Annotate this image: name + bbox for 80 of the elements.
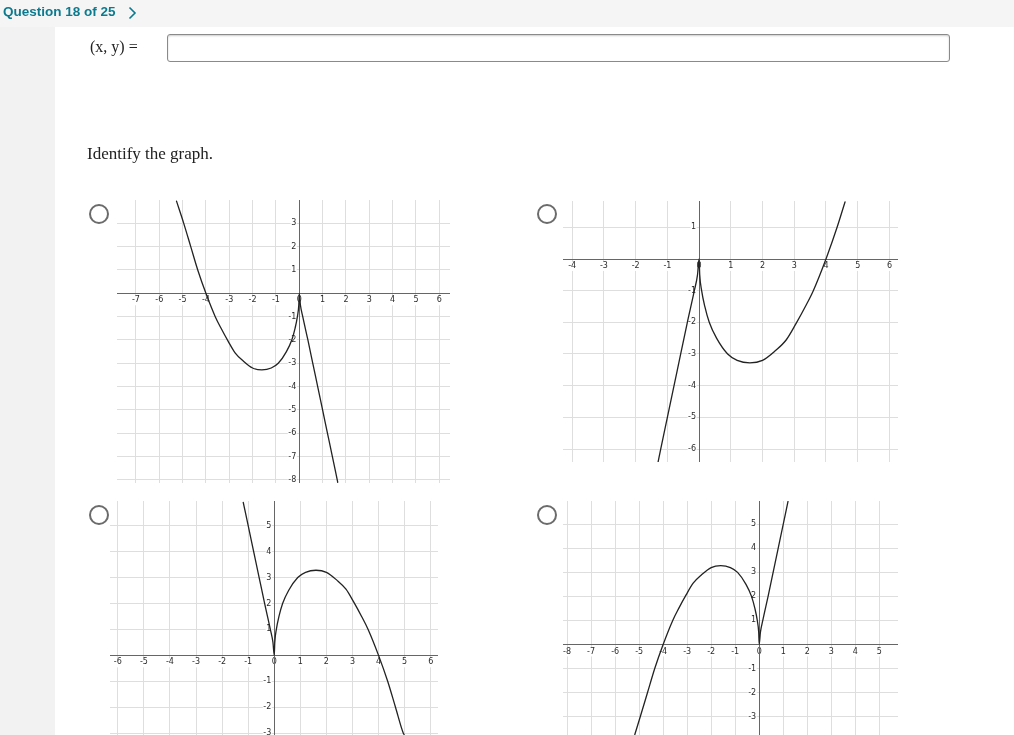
x-tick-label: 5 <box>855 261 861 271</box>
y-tick-label: -2 <box>263 702 272 712</box>
x-tick-label: 3 <box>791 261 797 271</box>
y-tick-label: -7 <box>288 451 297 461</box>
y-tick-label: -3 <box>263 728 272 735</box>
x-tick-label: 4 <box>823 261 829 271</box>
y-tick-label: 2 <box>291 241 297 251</box>
y-tick-label: -3 <box>688 349 697 359</box>
x-tick-label: 3 <box>366 295 372 305</box>
x-tick-label: 6 <box>886 261 892 271</box>
y-tick-label: 4 <box>266 546 272 556</box>
x-tick-label: 6 <box>428 657 434 667</box>
x-tick-label: -3 <box>599 261 608 271</box>
x-tick-label: -5 <box>178 295 187 305</box>
y-tick-label: 5 <box>751 519 757 529</box>
x-tick-label: 2 <box>343 295 349 305</box>
text: Question 18 of 25 <box>3 4 116 19</box>
x-tick-label: 3 <box>828 646 834 656</box>
y-tick-label: 1 <box>266 624 272 634</box>
y-tick-label: 2 <box>266 598 272 608</box>
x-tick-label: -2 <box>631 261 640 271</box>
y-tick-label: 3 <box>266 572 272 582</box>
x-tick-label: 3 <box>349 657 356 667</box>
x-tick-label: -3 <box>192 657 201 667</box>
y-tick-label: -2 <box>748 687 757 697</box>
x-tick-label: 5 <box>413 295 419 305</box>
x-tick-label: -7 <box>587 646 596 656</box>
x-tick-label: -2 <box>218 657 227 667</box>
x-tick-label: -1 <box>244 657 253 667</box>
y-tick-label: -5 <box>288 405 297 415</box>
x-tick-label: 4 <box>852 646 858 656</box>
x-tick-label: -1 <box>731 646 740 656</box>
x-tick-label: 5 <box>402 657 408 667</box>
x-tick-label: 4 <box>390 295 396 305</box>
x-tick-label: -4 <box>165 657 174 667</box>
y-tick-label: 1 <box>691 222 697 232</box>
y-tick-label: 3 <box>291 218 297 228</box>
x-tick-label: 2 <box>323 657 329 667</box>
x-tick-label: -5 <box>139 657 148 667</box>
x-tick-label: 2 <box>804 646 810 656</box>
x-tick-label: -1 <box>663 261 672 271</box>
y-tick-label: -1 <box>263 676 272 686</box>
x-tick-label: -4 <box>568 261 577 271</box>
y-tick-label: -6 <box>688 444 697 454</box>
x-tick-label: -2 <box>248 295 257 305</box>
y-tick-label: 3 <box>751 567 757 577</box>
y-tick-label: -1 <box>288 311 297 321</box>
y-tick-label: -4 <box>688 380 697 390</box>
y-tick-label: 2 <box>751 591 757 601</box>
text: Identify the graph. <box>87 144 214 164</box>
x-tick-label: 1 <box>320 295 326 305</box>
x-tick-label: 2 <box>759 261 766 271</box>
y-tick-label: -6 <box>288 428 297 438</box>
line-series <box>175 200 339 483</box>
x-tick-label: -6 <box>611 646 620 656</box>
y-tick-label: -3 <box>748 711 757 721</box>
y-tick-label: -2 <box>688 317 697 327</box>
x-tick-label: -3 <box>225 295 234 305</box>
x-tick-label: 1 <box>728 261 734 271</box>
line-series <box>242 501 405 735</box>
x-tick-label: -5 <box>635 646 644 656</box>
y-tick-label: -4 <box>288 381 297 391</box>
y-tick-label: -3 <box>288 358 297 368</box>
x-tick-label: -2 <box>707 646 716 656</box>
x-tick-label: -8 <box>563 646 572 656</box>
x-tick-label: 4 <box>376 657 382 667</box>
x-tick-label: 6 <box>436 295 442 305</box>
y-tick-label: -5 <box>688 412 697 422</box>
x-tick-label: 5 <box>876 646 882 656</box>
line-series <box>634 501 789 735</box>
y-tick-label: 4 <box>751 543 757 553</box>
text: (x, y) = <box>90 38 138 56</box>
x-tick-label: -7 <box>131 295 140 305</box>
x-tick-label: -6 <box>113 657 122 667</box>
y-tick-label: -8 <box>288 475 297 485</box>
y-tick-label: 5 <box>266 520 272 530</box>
y-tick-label: 1 <box>751 615 757 625</box>
line-series <box>657 201 846 462</box>
x-tick-label: 1 <box>780 646 786 656</box>
x-tick-label: -6 <box>155 295 164 305</box>
